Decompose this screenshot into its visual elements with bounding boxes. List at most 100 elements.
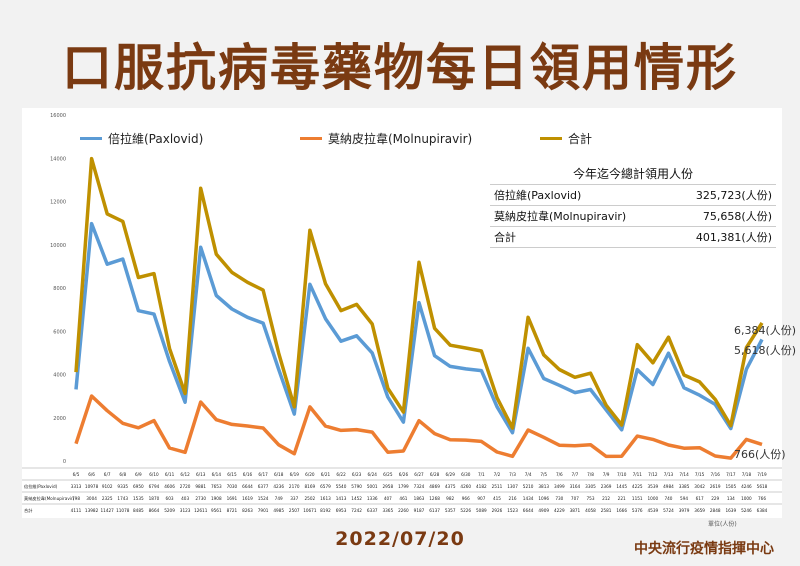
table-cell-paxlovid: 2170 — [289, 484, 300, 489]
table-cell-total: 9561 — [211, 508, 222, 513]
table-cell-molnupiravir: 1096 — [538, 496, 549, 501]
table-cell-total: 6953 — [336, 508, 347, 513]
x-tick-label: 6/9 — [135, 472, 142, 477]
table-cell-molnupiravir: 1000 — [648, 496, 659, 501]
table-cell-paxlovid: 5001 — [367, 484, 378, 489]
table-cell-total: 4909 — [538, 508, 549, 513]
table-cell-paxlovid: 3499 — [554, 484, 565, 489]
y-tick-label: 16000 — [50, 113, 66, 119]
legend-item-total: 合計 — [540, 130, 592, 147]
x-tick-label: 7/15 — [695, 472, 705, 477]
y-tick-label: 12000 — [50, 200, 66, 206]
table-cell-molnupiravir: 1413 — [336, 496, 347, 501]
table-cell-molnupiravir: 603 — [166, 496, 174, 501]
table-cell-paxlovid: 4375 — [445, 484, 456, 489]
x-tick-label: 6/13 — [196, 472, 206, 477]
table-cell-total: 3979 — [679, 508, 690, 513]
table-cell-total: 9187 — [414, 508, 425, 513]
x-tick-label: 6/8 — [119, 472, 126, 477]
table-cell-molnupiravir: 766 — [758, 496, 766, 501]
table-cell-total: 5226 — [460, 508, 471, 513]
x-tick-label: 6/16 — [243, 472, 253, 477]
table-cell-total: 8721 — [227, 508, 238, 513]
y-tick-label: 8000 — [53, 286, 66, 292]
table-cell-total: 4539 — [648, 508, 659, 513]
table-cell-total: 7242 — [351, 508, 362, 513]
x-tick-label: 6/12 — [180, 472, 190, 477]
end-label-paxlovid: 5,618(人份) — [734, 344, 797, 357]
x-tick-label: 6/23 — [352, 472, 362, 477]
y-axis: 0 2000 4000 6000 8000 10000 12000 14000 16000 — [50, 113, 66, 465]
table-cell-total: 4985 — [273, 508, 284, 513]
legend-label-total: 合計 — [568, 132, 593, 146]
end-label-total: 6,384(人份) — [734, 324, 797, 337]
table-cell-molnupiravir: 1336 — [367, 496, 378, 501]
table-cell-total: 13982 — [85, 508, 99, 513]
table-cell-paxlovid: 10978 — [85, 484, 99, 489]
table-cell-total: 2926 — [492, 508, 503, 513]
table-cell-molnupiravir: 216 — [509, 496, 517, 501]
y-tick-label: 0 — [63, 459, 66, 465]
x-tick-label: 6/10 — [149, 472, 159, 477]
table-cell-molnupiravir: 707 — [571, 496, 579, 501]
table-cell-molnupiravir: 1000 — [741, 496, 752, 501]
table-cell-total: 11427 — [101, 508, 115, 513]
table-cell-paxlovid: 3313 — [71, 484, 82, 489]
table-cell-molnupiravir: 730 — [555, 496, 563, 501]
table-cell-molnupiravir: 907 — [477, 496, 485, 501]
table-cell-paxlovid: 6579 — [320, 484, 331, 489]
x-tick-label: 6/21 — [321, 472, 331, 477]
x-tick-label: 7/9 — [603, 472, 610, 477]
table-cell-paxlovid: 4260 — [460, 484, 471, 489]
table-cell-molnupiravir: 753 — [587, 496, 595, 501]
table-cell-molnupiravir: 1863 — [414, 496, 425, 501]
table-cell-paxlovid: 2720 — [180, 484, 191, 489]
x-tick-label: 7/5 — [540, 472, 547, 477]
table-cell-total: 5209 — [164, 508, 175, 513]
table-cell-molnupiravir: 407 — [384, 496, 392, 501]
summary-value: 325,723(人份) — [668, 184, 776, 206]
table-cell-total: 2507 — [289, 508, 300, 513]
x-tick-label: 6/28 — [430, 472, 440, 477]
table-cell-molnupiravir: 1743 — [117, 496, 128, 501]
table-cell-paxlovid: 4246 — [741, 484, 752, 489]
end-label-molnupiravir: 766(人份) — [734, 448, 786, 461]
x-tick-label: 7/3 — [509, 472, 516, 477]
table-cell-molnupiravir: 1151 — [632, 496, 643, 501]
table-cell-paxlovid: 2369 — [601, 484, 612, 489]
table-cell-molnupiravir: 1908 — [211, 496, 222, 501]
table-cell-total: 2581 — [601, 508, 612, 513]
series-line-molnupiravir — [74, 394, 763, 460]
table-cell-molnupiravir: 798 — [72, 496, 80, 501]
table-cell-paxlovid: 2958 — [382, 484, 393, 489]
x-tick-label: 7/14 — [679, 472, 689, 477]
table-cell-molnupiravir: 749 — [275, 496, 283, 501]
table-cell-paxlovid: 2619 — [710, 484, 721, 489]
summary-row: 莫納皮拉韋(Molnupiravir) 75,658(人份) — [490, 205, 776, 227]
legend-item-molnupiravir: 莫納皮拉韋(Molnupiravir) — [300, 130, 472, 147]
table-cell-total: 5089 — [476, 508, 487, 513]
page-title: 口服抗病毒藥物每日領用情形 — [62, 39, 738, 97]
x-tick-label: 7/10 — [617, 472, 627, 477]
table-cell-total: 4229 — [554, 508, 565, 513]
table-cell-paxlovid: 6794 — [149, 484, 160, 489]
table-cell-total: 4058 — [585, 508, 596, 513]
table-cell-total: 2848 — [710, 508, 721, 513]
table-cell-total: 3871 — [570, 508, 581, 513]
table-cell-total: 6644 — [523, 508, 534, 513]
table-cell-molnupiravir: 1524 — [258, 496, 269, 501]
table-cell-total: 5246 — [741, 508, 752, 513]
table-cell-molnupiravir: 415 — [493, 496, 501, 501]
x-tick-label: 6/6 — [88, 472, 95, 477]
y-tick-label: 14000 — [50, 156, 66, 162]
table-cell-paxlovid: 5618 — [757, 484, 768, 489]
summary-row: 合計 401,381(人份) — [490, 226, 776, 248]
y-tick-label: 4000 — [53, 373, 66, 379]
table-cell-molnupiravir: 229 — [711, 496, 719, 501]
table-cell-paxlovid: 4869 — [429, 484, 440, 489]
legend-swatch-total — [540, 137, 562, 140]
summary-label: 倍拉維(Paxlovid) — [490, 184, 669, 206]
table-cell-paxlovid: 3305 — [585, 484, 596, 489]
table-cell-molnupiravir: 3004 — [86, 496, 97, 501]
